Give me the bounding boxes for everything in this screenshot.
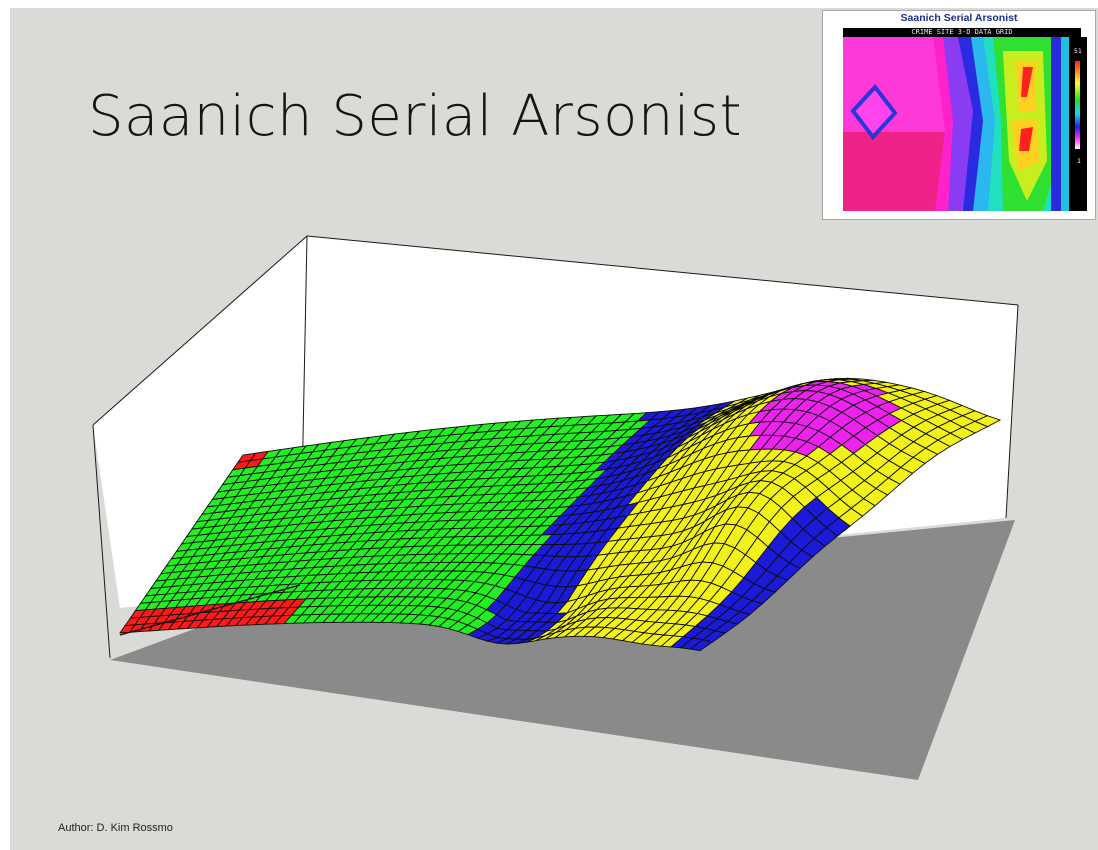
inset-subtitle: CRIME SITE 3-D DATA GRID bbox=[843, 28, 1081, 37]
heatmap-field bbox=[843, 37, 1069, 211]
author-credit: Author: D. Kim Rossmo bbox=[58, 822, 173, 834]
color-scale-bar bbox=[1075, 61, 1080, 149]
scale-max-label: 51 bbox=[1074, 47, 1082, 55]
page-title: Saanich Serial Arsonist bbox=[88, 84, 742, 149]
scale-min-label: 1 bbox=[1077, 157, 1081, 165]
inset-thumbnail: 51 1 Saanich Serial Arsonist CRIME SITE … bbox=[822, 10, 1096, 220]
inset-heatmap: 51 1 bbox=[823, 11, 1095, 219]
inset-title: Saanich Serial Arsonist bbox=[823, 12, 1095, 24]
